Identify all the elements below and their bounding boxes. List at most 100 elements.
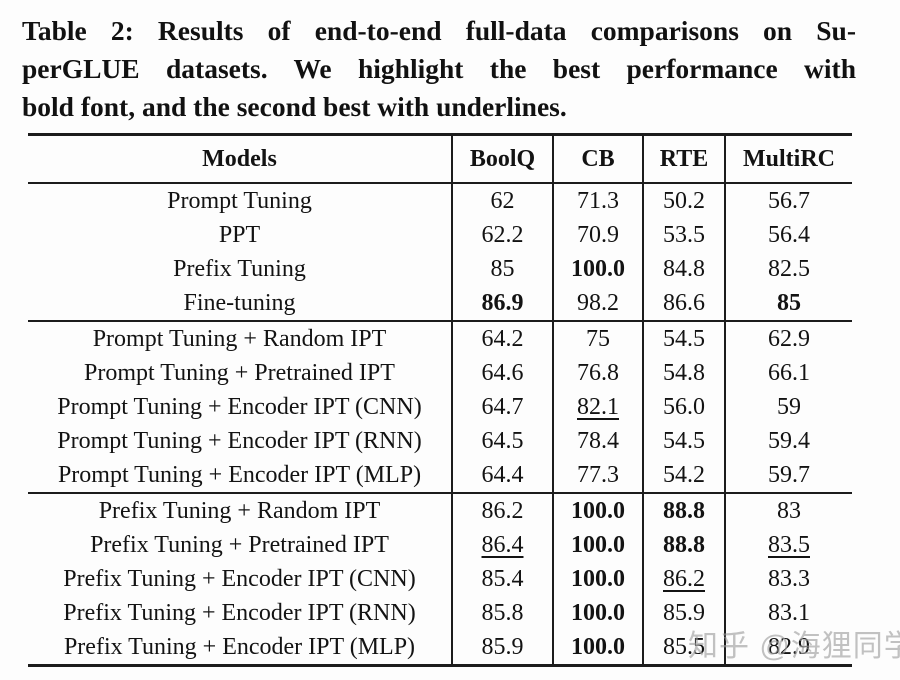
metric-value-cell: 62.9 bbox=[724, 320, 852, 356]
metric-value-cell: 64.2 bbox=[451, 320, 553, 356]
table-body: Prompt Tuning 62 71.3 50.2 56.7 PPT 62.2 70.9 53… bbox=[28, 183, 852, 666]
metric-value-cell: 62 bbox=[451, 183, 553, 218]
metric-value: 64.4 bbox=[481, 461, 524, 488]
metric-value-cell: 56.4 bbox=[724, 218, 852, 252]
metric-value-cell: 54.2 bbox=[642, 458, 725, 493]
metric-value-cell: 100.0 bbox=[552, 492, 643, 528]
metric-value: 64.6 bbox=[481, 359, 524, 386]
metric-value-cell: 100.0 bbox=[552, 562, 643, 596]
model-name-cell: Prefix Tuning bbox=[173, 255, 306, 282]
metric-value-cell: 100.0 bbox=[552, 630, 643, 666]
metric-value-cell: 66.1 bbox=[724, 356, 852, 390]
metric-value: 64.7 bbox=[481, 393, 524, 420]
metric-value-cell: 64.7 bbox=[451, 390, 553, 424]
model-name-cell: Prompt Tuning + Pretrained IPT bbox=[84, 359, 395, 386]
metric-value-cell: 64.4 bbox=[451, 458, 553, 493]
model-name-cell: Prefix Tuning + Encoder IPT (MLP) bbox=[63, 633, 416, 660]
metric-value: 66.1 bbox=[768, 359, 810, 386]
table-row: Prefix Tuning + Encoder IPT (MLP) 85.9 100… bbox=[28, 630, 852, 666]
metric-value-cell: 76.8 bbox=[552, 356, 643, 390]
metric-value-cell: 62.2 bbox=[451, 218, 553, 252]
metric-value: 82.9 bbox=[768, 633, 810, 660]
metric-value-cell: 59 bbox=[724, 390, 852, 424]
metric-value-cell: 59.4 bbox=[724, 424, 852, 458]
metric-value-cell: 86.6 bbox=[642, 286, 725, 321]
metric-value-cell: 71.3 bbox=[552, 183, 643, 218]
metric-value: 83.1 bbox=[768, 599, 810, 626]
metric-value: 86.6 bbox=[663, 289, 705, 316]
metric-value: 83 bbox=[777, 497, 801, 524]
metric-value-cell: 88.8 bbox=[642, 528, 725, 562]
metric-value-cell: 50.2 bbox=[642, 183, 725, 218]
table-row: Prefix Tuning + Encoder IPT (RNN) 85.8 100… bbox=[28, 596, 852, 630]
model-name-cell: PPT bbox=[218, 221, 261, 248]
metric-value-cell: 70.9 bbox=[552, 218, 643, 252]
metric-value: 100.0 bbox=[571, 497, 625, 524]
model-name-cell: Prefix Tuning + Random IPT bbox=[28, 492, 452, 528]
caption-line-3: bold font, and the second best with unde… bbox=[22, 91, 567, 122]
metric-value: 82.1 bbox=[577, 393, 619, 420]
metric-value: 83.5 bbox=[768, 531, 810, 558]
metric-value-cell: 86.2 bbox=[642, 562, 725, 596]
metric-value: 86.4 bbox=[481, 531, 524, 558]
metric-value: 86.9 bbox=[481, 289, 524, 316]
metric-value-cell: 83.3 bbox=[724, 562, 852, 596]
metric-value: 59.7 bbox=[768, 461, 810, 488]
metric-value-cell: 85.8 bbox=[451, 596, 553, 630]
metric-value: 71.3 bbox=[577, 187, 619, 214]
metric-value: 59.4 bbox=[768, 427, 810, 454]
column-header-multirc: MultiRC bbox=[724, 134, 852, 184]
table-row: PPT 62.2 70.9 53.5 56.4 bbox=[28, 218, 852, 252]
model-name-cell: Prompt Tuning bbox=[167, 187, 312, 214]
metric-value: 85 bbox=[777, 289, 801, 316]
table-row: Prompt Tuning + Encoder IPT (RNN) 64.5 78.… bbox=[28, 424, 852, 458]
model-name-cell: Prompt Tuning + Encoder IPT (RNN) bbox=[57, 427, 422, 454]
metric-value: 70.9 bbox=[577, 221, 619, 248]
metric-value-cell: 86.9 bbox=[451, 286, 553, 321]
metric-value-cell: 83 bbox=[724, 492, 852, 528]
metric-value-cell: 54.8 bbox=[642, 356, 725, 390]
metric-value-cell: 85.9 bbox=[642, 596, 725, 630]
metric-value-cell: 85 bbox=[724, 286, 852, 321]
model-name-cell: Prefix Tuning + Encoder IPT (CNN) bbox=[63, 565, 416, 592]
metric-value-cell: 85.5 bbox=[642, 630, 725, 666]
model-name-cell: Prefix Tuning + Encoder IPT (RNN) bbox=[63, 599, 416, 626]
metric-value-cell: 100.0 bbox=[552, 596, 643, 630]
table-row: Prefix Tuning 85 100.0 84.8 82.5 bbox=[28, 252, 852, 286]
metric-value-cell: 53.5 bbox=[642, 218, 725, 252]
metric-value: 54.5 bbox=[663, 427, 705, 454]
metric-value: 100.0 bbox=[571, 531, 625, 558]
metric-value: 82.5 bbox=[768, 255, 810, 282]
metric-value-cell: 54.5 bbox=[642, 424, 725, 458]
metric-value-cell: 78.4 bbox=[552, 424, 643, 458]
table-row: Prompt Tuning + Encoder IPT (MLP) 64.4 77.… bbox=[28, 458, 852, 493]
model-name-cell: Prompt Tuning + Encoder IPT (CNN) bbox=[57, 393, 422, 420]
metric-value: 88.8 bbox=[663, 531, 705, 558]
metric-value: 59 bbox=[777, 393, 801, 420]
metric-value-cell: 54.5 bbox=[642, 320, 725, 356]
table-caption: Table 2: Results of end-to-end full-data… bbox=[22, 12, 856, 126]
metric-value: 75 bbox=[586, 325, 610, 352]
table-row: Prefix Tuning + Random IPT 86.2 100.0 88.8 8… bbox=[28, 492, 852, 528]
metric-value: 54.8 bbox=[663, 359, 705, 386]
model-name-cell: Prompt Tuning + Encoder IPT (MLP) bbox=[57, 461, 422, 488]
metric-value: 64.5 bbox=[481, 427, 524, 454]
metric-value: 56.0 bbox=[663, 393, 705, 420]
column-header-boolq: BoolQ bbox=[451, 134, 553, 184]
table-header-row: Models BoolQ CB RTE MultiRC bbox=[28, 134, 852, 184]
table-row: Fine-tuning 86.9 98.2 86.6 85 bbox=[28, 286, 852, 321]
metric-value-cell: 82.1 bbox=[552, 390, 643, 424]
table-row: Prompt Tuning + Pretrained IPT 64.6 76.8 54… bbox=[28, 356, 852, 390]
metric-value: 54.2 bbox=[663, 461, 705, 488]
metric-value: 88.8 bbox=[663, 497, 705, 524]
metric-value: 56.4 bbox=[768, 221, 810, 248]
results-table: Models BoolQ CB RTE MultiRC Prompt Tuning 62 7… bbox=[28, 133, 852, 667]
metric-value: 100.0 bbox=[571, 633, 625, 660]
table-row: Prompt Tuning + Encoder IPT (CNN) 64.7 82.… bbox=[28, 390, 852, 424]
metric-value: 100.0 bbox=[571, 599, 625, 626]
metric-value: 83.3 bbox=[768, 565, 810, 592]
metric-value-cell: 82.9 bbox=[724, 630, 852, 666]
metric-value: 86.2 bbox=[663, 565, 705, 592]
metric-value-cell: 85.9 bbox=[451, 630, 553, 666]
column-header-models: Models bbox=[28, 134, 452, 184]
